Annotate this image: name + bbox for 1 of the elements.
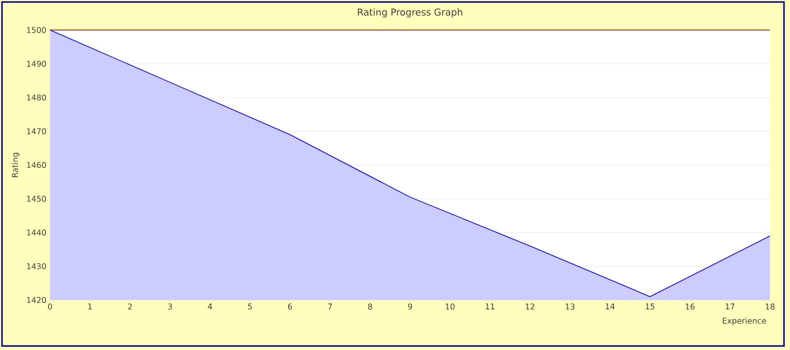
chart-title: Rating Progress Graph xyxy=(358,8,462,18)
